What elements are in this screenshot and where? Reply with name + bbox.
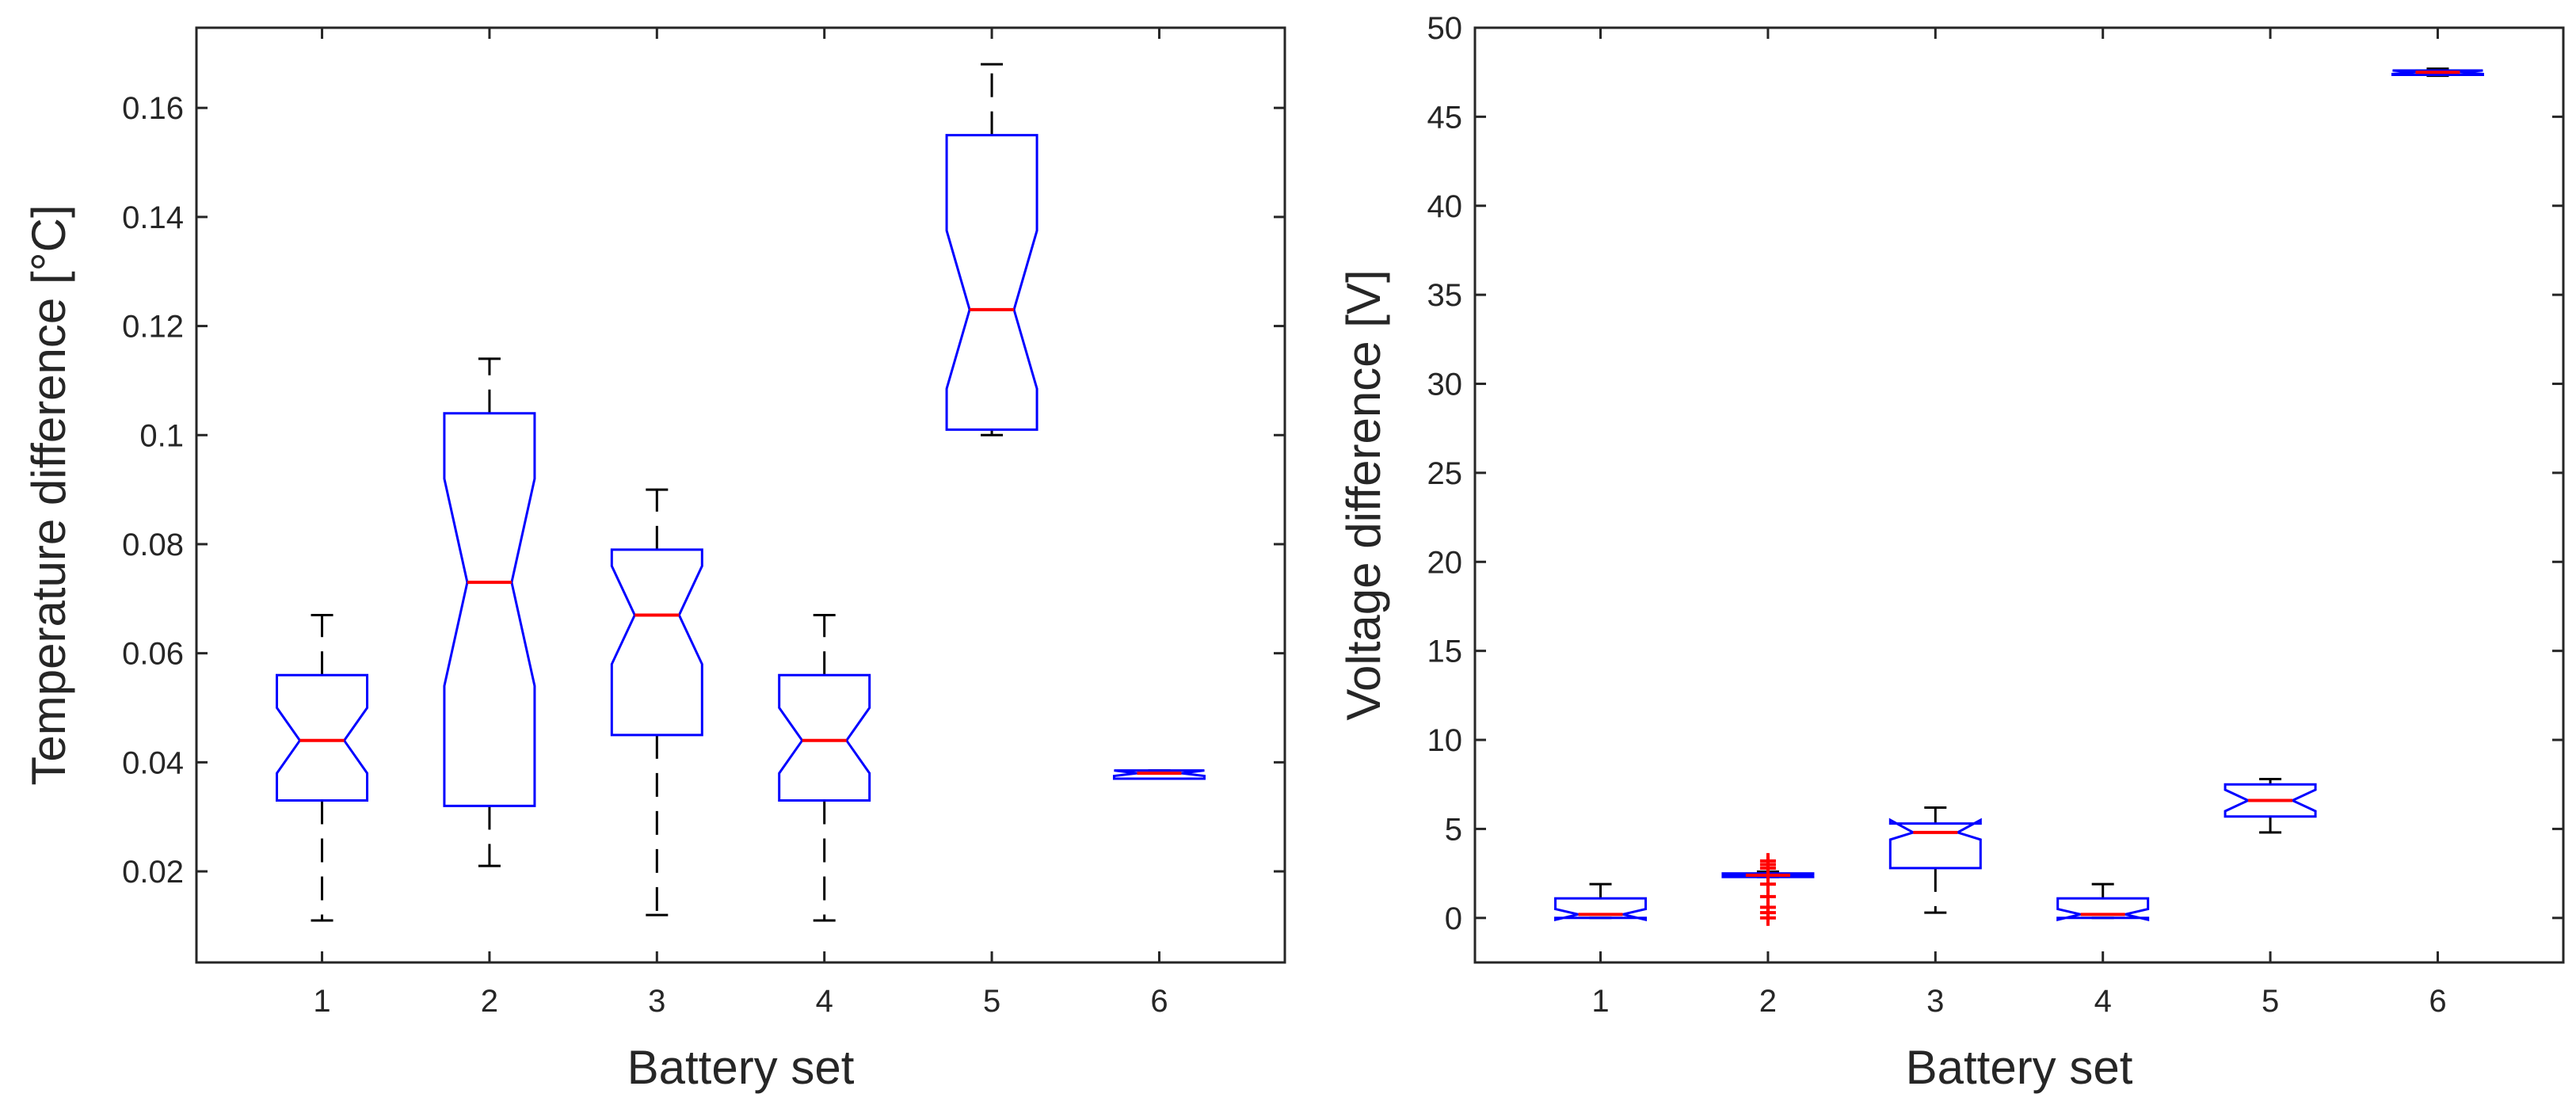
voltage-x-tick-label: 4 — [2094, 984, 2112, 1019]
box-body — [2056, 897, 2150, 921]
temperature-box-2 — [443, 357, 536, 867]
temperature-boxes — [276, 63, 1206, 922]
voltage-plot-area — [1473, 26, 2565, 964]
voltage-box-3 — [1888, 806, 1982, 914]
temperature-x-axis-label: Battery set — [627, 1041, 855, 1094]
box-body — [610, 548, 703, 737]
temperature-x-tick-label: 3 — [648, 984, 665, 1019]
temperature-y-tick-label: 0.08 — [122, 528, 184, 562]
voltage-x-tick-label: 6 — [2429, 984, 2446, 1019]
outlier-marker — [1759, 876, 1776, 893]
temperature-ticks: 0.02 0.04 0.06 0.08 0.1 0.12 0.14 0.16 1 2 3 4 5 6 — [122, 28, 1285, 1019]
temperature-x-tick-label: 2 — [481, 984, 498, 1019]
voltage-y-axis-label: Voltage difference [V] — [1337, 269, 1390, 720]
temperature-x-tick-label: 5 — [983, 984, 1000, 1019]
voltage-y-tick-label: 20 — [1427, 545, 1463, 580]
voltage-box-2 — [1721, 852, 1815, 926]
temperature-box-1 — [276, 613, 369, 922]
temperature-x-tick-label: 1 — [313, 984, 330, 1019]
temperature-box-6 — [1112, 769, 1206, 780]
box-body — [1554, 897, 1648, 921]
temperature-boxplot: 0.02 0.04 0.06 0.08 0.1 0.12 0.14 0.16 1 2 3 4 5 6 Ba… — [22, 26, 1286, 1094]
voltage-box-1 — [1554, 882, 1648, 921]
voltage-x-tick-label: 1 — [1591, 984, 1609, 1019]
voltage-y-tick-label: 40 — [1427, 189, 1463, 224]
temperature-plot-area — [195, 26, 1286, 964]
box-body — [1888, 817, 1982, 870]
temperature-x-tick-label: 6 — [1150, 984, 1168, 1019]
voltage-y-tick-label: 35 — [1427, 278, 1463, 313]
box-body — [1112, 769, 1206, 780]
box-body — [2391, 69, 2484, 77]
voltage-boxes — [1554, 67, 2484, 926]
temperature-y-tick-label: 0.14 — [122, 200, 184, 235]
voltage-y-tick-label: 45 — [1427, 100, 1463, 135]
voltage-box-6 — [2391, 67, 2484, 78]
voltage-y-tick-label: 5 — [1445, 812, 1462, 847]
box-body — [276, 673, 369, 802]
outlier-marker — [1759, 852, 1776, 869]
voltage-y-tick-label: 10 — [1427, 723, 1463, 758]
voltage-y-tick-label: 50 — [1427, 11, 1463, 46]
temperature-y-tick-label: 0.02 — [122, 855, 184, 890]
voltage-box-5 — [2224, 777, 2317, 834]
voltage-x-tick-label: 3 — [1926, 984, 1944, 1019]
voltage-x-tick-label: 2 — [1759, 984, 1777, 1019]
voltage-x-axis-label: Battery set — [1906, 1041, 2133, 1094]
voltage-y-tick-label: 15 — [1427, 635, 1463, 669]
voltage-x-tick-label: 5 — [2262, 984, 2279, 1019]
box-body — [778, 673, 871, 802]
temperature-x-tick-label: 4 — [816, 984, 833, 1019]
temperature-y-tick-label: 0.16 — [122, 91, 184, 126]
temperature-box-5 — [945, 63, 1038, 436]
box-body — [945, 134, 1038, 431]
temperature-y-tick-label: 0.1 — [139, 418, 184, 453]
box-body — [1721, 872, 1815, 878]
temperature-y-axis-label: Temperature difference [°C] — [22, 204, 75, 785]
temperature-y-tick-label: 0.12 — [122, 310, 184, 345]
temperature-y-tick-label: 0.04 — [122, 745, 184, 780]
voltage-y-tick-label: 0 — [1445, 901, 1462, 936]
voltage-box-4 — [2056, 882, 2150, 921]
temperature-box-4 — [778, 613, 871, 922]
box-body — [443, 412, 536, 807]
temperature-y-tick-label: 0.06 — [122, 637, 184, 672]
voltage-y-tick-label: 30 — [1427, 368, 1463, 402]
voltage-y-tick-label: 25 — [1427, 456, 1463, 491]
box-body — [2224, 783, 2317, 818]
temperature-box-3 — [610, 488, 703, 917]
